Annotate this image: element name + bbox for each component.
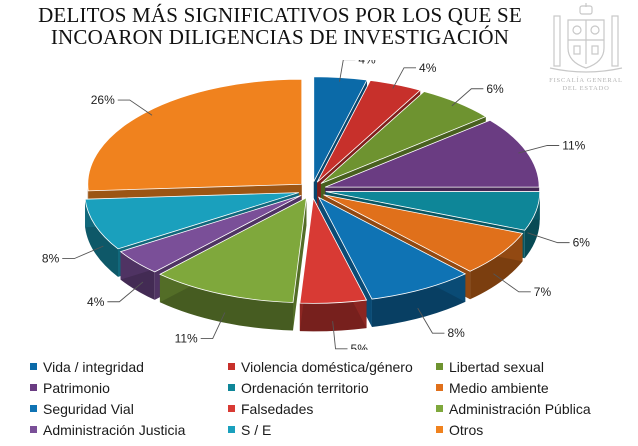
legend-label-1: Violencia doméstica/género [241,358,413,375]
emblem-caption-line-2: DEL ESTADO [562,85,609,92]
legend-swatch-4 [228,384,235,391]
pie-data-label-6: 8% [447,326,465,340]
legend-swatch-3 [30,384,37,391]
pie-leader-9 [107,281,144,303]
pie-data-label-3: 11% [562,138,585,152]
legend-item-8: Administración Pública [436,400,630,417]
legend-swatch-0 [30,363,37,370]
legend-item-7: Falsedades [228,400,436,417]
chart-title: DELITOS MÁS SIGNIFICATIVOS POR LOS QUE S… [20,4,540,48]
legend-label-2: Libertad sexual [449,358,544,375]
legend-item-9: Administración Justicia [30,421,228,438]
pie-slice-10 [84,192,299,250]
emblem-caption-line-1: FISCALÍA GENERAL [549,76,623,84]
pie-data-label-11: 26% [91,93,115,107]
legend-label-9: Administración Justicia [43,421,186,438]
legend-item-0: Vida / integridad [30,358,228,375]
emblem: FISCALÍA GENERAL DEL ESTADO [549,3,623,92]
pie-slice-side-4 [524,191,540,259]
legend-item-4: Ordenación territorio [228,379,436,396]
legend-swatch-5 [436,384,443,391]
pie-slice-edge-8-0 [293,197,307,331]
chart-title-line-2: INCOARON DILIGENCIAS DE INVESTIGACIÓN [50,25,510,49]
legend-swatch-11 [436,426,443,433]
pie-slice-5 [323,194,524,272]
pie-data-label-1: 4% [419,61,437,75]
legend: Vida / integridad Violencia doméstica/gén… [30,358,630,438]
pie-slice-side-10 [85,199,118,277]
pie-label-layer: 4% 4% 6% 11% 6% 7% 8% 5% 11% 4% 8% 26% [42,60,590,350]
legend-label-6: Seguridad Vial [43,400,134,417]
pie-leader-8 [200,312,226,340]
pie-leader-2 [451,88,484,107]
legend-label-7: Falsedades [241,400,314,417]
pie-slice-6 [317,196,467,300]
legend-item-10: S / E [228,421,436,438]
legend-item-5: Medio ambiente [436,379,630,396]
pie-slice-3 [325,119,540,188]
legend-item-6: Seguridad Vial [30,400,228,417]
legend-item-3: Patrimonio [30,379,228,396]
pie-slice-side-7 [299,300,367,332]
pie-chart: 4% 4% 6% 11% 6% 7% 8% 5% 11% 4% 8% 26% [42,60,590,350]
pie-slice-4 [325,191,541,231]
pie-leader-10 [62,245,104,260]
pie-data-label-4: 6% [573,236,591,250]
pie-top-layer [84,76,541,304]
legend-label-11: Otros [449,421,484,438]
chart-title-line-1: DELITOS MÁS SIGNIFICATIVOS POR LOS QUE S… [38,3,522,27]
pie-leader-1 [392,67,417,89]
pie-slice-1 [316,80,422,183]
pie-slice-8 [159,196,307,303]
pie-slice-2 [320,91,487,184]
legend-label-5: Medio ambiente [449,379,549,396]
legend-label-0: Vida / integridad [43,358,144,375]
legend-item-11: Otros [436,421,630,438]
pie-data-label-0: 4% [358,60,376,67]
pie-slice-9 [119,194,302,273]
pie-leader-4 [527,232,570,244]
pie-leader-11 [117,99,153,116]
pie-leader-0 [339,60,356,82]
legend-item-1: Violencia doméstica/género [228,358,436,375]
pie-slice-7 [299,197,368,304]
legend-swatch-6 [30,405,37,412]
pie-slice-11 [87,78,303,192]
legend-label-10: S / E [241,421,272,438]
legend-label-4: Ordenación territorio [241,379,369,396]
legend-item-2: Libertad sexual [436,358,630,375]
pie-data-label-9: 4% [87,295,105,309]
legend-swatch-7 [228,405,235,412]
pie-slice-side-8 [159,274,294,331]
legend-label-8: Administración Pública [449,400,591,417]
pie-data-label-2: 6% [486,82,504,96]
pie-leader-7 [332,321,348,350]
pie-leader-3 [518,145,560,154]
pie-data-label-10: 8% [42,252,60,266]
pie-leader-5 [493,273,531,293]
legend-swatch-10 [228,426,235,433]
legend-swatch-9 [30,426,37,433]
pie-data-label-8: 11% [175,332,198,346]
pie-leader-6 [417,307,445,334]
pie-data-label-7: 5% [351,342,369,350]
legend-label-3: Patrimonio [43,379,110,396]
legend-swatch-2 [436,363,443,370]
legend-swatch-8 [436,405,443,412]
pie-data-label-5: 7% [534,285,552,299]
legend-swatch-1 [228,363,235,370]
coat-of-arms-icon [549,3,623,73]
